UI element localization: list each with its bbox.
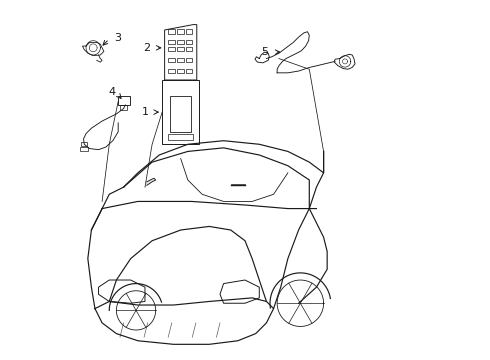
Text: 1: 1 — [142, 107, 148, 117]
Bar — [170, 96, 191, 132]
Bar — [168, 29, 174, 33]
Bar — [168, 47, 174, 51]
Bar — [168, 40, 174, 44]
Bar — [120, 105, 127, 111]
Bar — [177, 58, 184, 62]
Bar — [186, 58, 193, 62]
Bar — [168, 134, 193, 140]
Bar — [186, 47, 193, 51]
Bar — [80, 147, 88, 152]
Bar — [186, 40, 193, 44]
Bar — [186, 29, 193, 33]
Bar — [168, 58, 174, 62]
Bar — [118, 96, 130, 105]
Bar — [81, 142, 87, 146]
Text: 3: 3 — [115, 33, 122, 43]
Polygon shape — [147, 178, 156, 185]
Bar — [168, 68, 174, 73]
Bar — [177, 29, 184, 33]
Bar — [177, 40, 184, 44]
Text: 4: 4 — [109, 87, 116, 98]
Bar — [186, 68, 193, 73]
Bar — [177, 68, 184, 73]
Text: 2: 2 — [143, 43, 150, 53]
Bar — [177, 47, 184, 51]
Text: 5: 5 — [262, 47, 269, 57]
